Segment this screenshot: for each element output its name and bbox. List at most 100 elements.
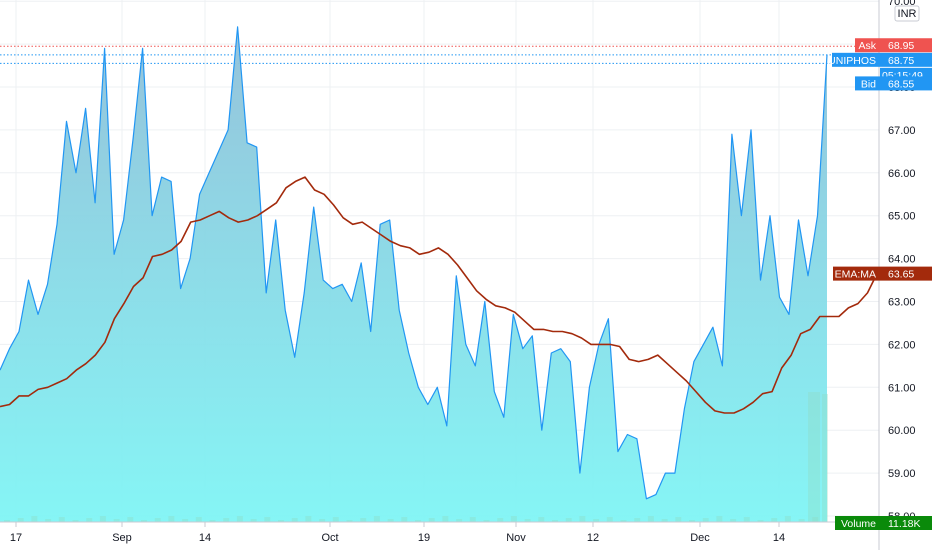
volume-bar bbox=[606, 517, 613, 522]
volume-bar bbox=[99, 516, 106, 522]
symbol-badge-label: UNIPHOS bbox=[828, 55, 876, 67]
volume-bar bbox=[127, 517, 134, 522]
volume-bar bbox=[278, 520, 284, 522]
time-tick-label: 17 bbox=[10, 532, 22, 544]
symbol-badge-value: 68.75 bbox=[888, 55, 914, 67]
volume-bar bbox=[771, 518, 778, 522]
ask-badge: Ask 68.95 bbox=[855, 38, 932, 53]
volume-bar bbox=[182, 519, 189, 522]
ema-badge-label: EMA:MA bbox=[835, 269, 876, 281]
volume-bar bbox=[291, 518, 298, 522]
symbol-badge: UNIPHOS 68.75 bbox=[828, 52, 932, 67]
price-tick-label: 64.00 bbox=[888, 254, 916, 266]
currency-button[interactable]: INR bbox=[894, 5, 920, 22]
volume-bar bbox=[730, 519, 737, 522]
volume-bar bbox=[387, 519, 394, 522]
currency-label: INR bbox=[898, 8, 917, 20]
volume-bar bbox=[757, 520, 764, 522]
volume-bar bbox=[716, 516, 723, 522]
volume-bar bbox=[195, 517, 202, 522]
volume-bars bbox=[4, 392, 828, 522]
ema-series-line[interactable] bbox=[0, 176, 878, 414]
volume-bar bbox=[743, 517, 750, 522]
volume-bar bbox=[168, 516, 175, 522]
symbol-badge-label-box bbox=[832, 52, 880, 67]
price-level-lines bbox=[0, 45, 856, 64]
volume-bar bbox=[579, 516, 586, 522]
price-tick-label: 61.00 bbox=[888, 382, 916, 394]
bid-badge: Bid 68.55 bbox=[855, 76, 932, 91]
time-scale[interactable]: 17 Sep 14 Oct 19 Nov 12 Dec 14 bbox=[10, 522, 785, 544]
volume-bar bbox=[154, 518, 161, 522]
volume-bar bbox=[401, 517, 408, 522]
ema-badge-value-box bbox=[880, 266, 932, 281]
volume-bar bbox=[373, 516, 380, 522]
ema-badge: EMA:MA 63.65 bbox=[833, 266, 932, 281]
price-tick-label: 65.00 bbox=[888, 211, 916, 223]
volume-bar bbox=[808, 392, 820, 522]
volume-bar bbox=[497, 518, 504, 522]
ask-badge-label: Ask bbox=[858, 40, 876, 52]
ask-badge-label-box bbox=[855, 38, 880, 53]
volume-bar bbox=[346, 520, 353, 522]
price-tick-label: 66.00 bbox=[888, 168, 916, 180]
volume-bar bbox=[332, 517, 339, 522]
currency-button-frame bbox=[894, 5, 920, 22]
bid-badge-label: Bid bbox=[861, 78, 876, 90]
volume-bar bbox=[86, 518, 93, 522]
time-tick-label: 14 bbox=[199, 532, 211, 544]
symbol-badge-value-box bbox=[880, 52, 932, 67]
volume-bar bbox=[58, 517, 65, 522]
volume-bar bbox=[510, 516, 517, 522]
price-tick-label: 67.00 bbox=[888, 125, 916, 137]
volume-badge-label: Volume bbox=[841, 518, 876, 530]
volume-bar bbox=[822, 394, 828, 522]
plot-area[interactable] bbox=[0, 26, 878, 523]
volume-badge-label-box bbox=[835, 516, 880, 530]
volume-bar bbox=[689, 520, 695, 522]
volume-bar bbox=[72, 520, 79, 522]
volume-bar bbox=[45, 519, 52, 522]
volume-bar bbox=[113, 519, 120, 522]
time-tick-label: 14 bbox=[773, 532, 785, 544]
price-scale[interactable]: 58.0059.0060.0061.0062.0063.0064.0065.00… bbox=[888, 0, 916, 523]
volume-bar bbox=[647, 516, 654, 522]
volume-bar bbox=[360, 518, 367, 522]
volume-bar bbox=[250, 519, 257, 522]
volume-bar bbox=[17, 518, 24, 522]
volume-bar bbox=[702, 518, 709, 522]
ask-badge-value: 68.95 bbox=[888, 40, 914, 52]
volume-bar bbox=[305, 516, 312, 522]
volume-bar bbox=[209, 520, 216, 522]
bid-badge-value-box bbox=[880, 76, 932, 91]
price-tick-label: 62.00 bbox=[888, 339, 916, 351]
volume-bar bbox=[31, 516, 38, 522]
price-tick-label: 60.00 bbox=[888, 425, 916, 437]
volume-bar bbox=[236, 516, 243, 522]
price-tick-label: 63.00 bbox=[888, 297, 916, 309]
price-area-fill bbox=[0, 26, 827, 523]
ema-badge-label-box bbox=[833, 266, 880, 281]
ema-badge-value: 63.65 bbox=[888, 269, 914, 281]
volume-bar bbox=[593, 519, 600, 522]
time-tick-label: 19 bbox=[418, 532, 430, 544]
volume-bar bbox=[319, 519, 326, 522]
volume-bar bbox=[661, 519, 668, 522]
volume-bar bbox=[223, 518, 230, 522]
time-tick-label: Sep bbox=[112, 532, 132, 544]
volume-badge: Volume 11.18K bbox=[835, 516, 932, 530]
volume-bar bbox=[538, 517, 545, 522]
volume-bar bbox=[524, 519, 531, 522]
volume-bar bbox=[4, 520, 10, 522]
price-tick-label: 59.00 bbox=[888, 468, 916, 480]
volume-bar bbox=[634, 518, 641, 522]
volume-bar bbox=[798, 519, 805, 522]
ask-badge-value-box bbox=[880, 38, 932, 53]
bid-badge-value: 68.55 bbox=[888, 78, 914, 90]
volume-bar bbox=[141, 520, 147, 522]
time-tick-label: Dec bbox=[690, 532, 710, 544]
volume-bar bbox=[784, 516, 791, 522]
